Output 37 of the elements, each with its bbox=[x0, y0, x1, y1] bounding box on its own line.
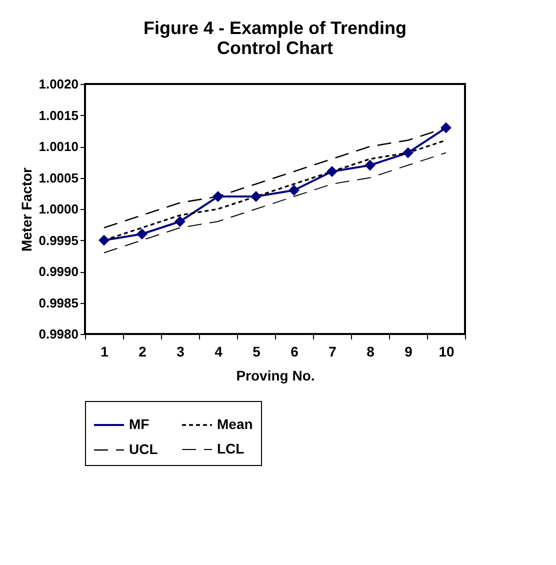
point bbox=[288, 184, 300, 196]
x-tick-label: 9 bbox=[404, 344, 413, 360]
y-tick-label: 1.0000 bbox=[38, 202, 78, 216]
y-tick-label: 1.0015 bbox=[38, 108, 78, 123]
y-tick-label: 0.9980 bbox=[38, 326, 78, 342]
x-tick-label: 2 bbox=[138, 344, 147, 360]
x-tick-label: 8 bbox=[366, 344, 375, 360]
point bbox=[98, 234, 110, 246]
y-tick-label: 0.9990 bbox=[38, 264, 78, 279]
legend-label: LCL bbox=[217, 440, 245, 456]
legend-label: Mean bbox=[217, 416, 253, 432]
point bbox=[364, 160, 376, 171]
y-tick-label: 0.9995 bbox=[38, 232, 78, 248]
x-tick-label: 7 bbox=[328, 344, 337, 360]
x-tick-label: 6 bbox=[290, 344, 299, 360]
legend-label: MF bbox=[129, 416, 150, 432]
point bbox=[136, 228, 148, 240]
y-tick-label: 1.0020 bbox=[38, 76, 78, 92]
x-tick-label: 4 bbox=[214, 344, 223, 360]
x-tick-label: 5 bbox=[252, 344, 261, 360]
line-series bbox=[104, 152, 446, 254]
y-tick-label: 1.0005 bbox=[38, 170, 78, 186]
point bbox=[212, 191, 224, 202]
point bbox=[326, 166, 338, 177]
chart-title: Figure 4 - Example of Trending Control Chart bbox=[143, 18, 407, 58]
legend-label: UCL bbox=[129, 441, 158, 457]
y-axis-title: Meter Factor bbox=[18, 166, 35, 252]
x-tick-label: 1 bbox=[100, 344, 109, 360]
x-tick-label: 10 bbox=[438, 344, 454, 360]
x-tick-label: 3 bbox=[176, 344, 185, 360]
point bbox=[250, 191, 262, 202]
point bbox=[402, 147, 414, 158]
point bbox=[440, 122, 452, 134]
y-tick-label: 0.9985 bbox=[38, 295, 78, 310]
point bbox=[174, 216, 186, 227]
x-axis-title: Proving No. bbox=[236, 368, 315, 384]
y-tick-label: 1.0010 bbox=[38, 139, 78, 154]
